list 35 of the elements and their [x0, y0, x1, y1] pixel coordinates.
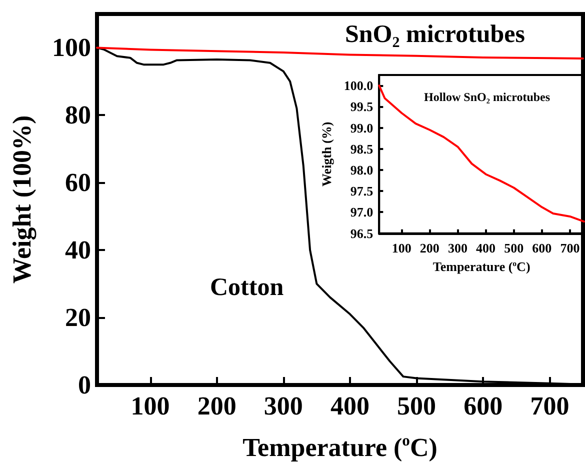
- y-tick-label: 98.0: [350, 162, 374, 178]
- x-tick-label: 100: [130, 392, 170, 420]
- x-tick-label: 200: [420, 240, 440, 256]
- y-tick-label: 99.5: [350, 99, 374, 114]
- y-tick-label: 96.5: [350, 226, 374, 241]
- x-tick-label: 100: [392, 240, 412, 256]
- y-tick-label: 60: [65, 168, 91, 198]
- x-tick-label: 700: [560, 240, 580, 256]
- y-tick-label: 20: [65, 303, 91, 332]
- x-tick-label: 600: [464, 392, 503, 420]
- series-label: Cotton: [210, 274, 284, 301]
- y-tick-label: 0: [78, 370, 91, 400]
- series-label: SnO₂ microtubes: [345, 21, 526, 48]
- x-tick-label: 600: [532, 240, 552, 256]
- x-tick-label: 200: [197, 392, 236, 420]
- y-tick-label: 99.0: [350, 120, 374, 136]
- y-tick-label: 100: [52, 33, 91, 62]
- x-tick-label: 400: [330, 392, 370, 420]
- line-series: [378, 84, 585, 223]
- y-tick-label: 100.0: [344, 78, 374, 94]
- x-tick-label: 400: [476, 240, 496, 256]
- x-tick-label: 300: [448, 240, 468, 256]
- line-series: [96, 46, 584, 60]
- y-axis-title: Weigth (%): [319, 122, 334, 186]
- y-axis-title: Weight (100%): [8, 115, 36, 284]
- x-tick-label: 500: [504, 240, 524, 256]
- y-tick-label: 97.0: [350, 204, 374, 220]
- x-tick-label: 700: [530, 392, 570, 420]
- x-tick-label: 300: [264, 392, 303, 420]
- y-tick-label: 80: [65, 100, 91, 130]
- y-tick-label: 97.5: [350, 184, 374, 199]
- x-tick-label: 500: [397, 392, 436, 420]
- series-label: Hollow SnO₂ microtubes: [424, 90, 550, 104]
- y-tick-label: 40: [65, 236, 91, 265]
- y-tick-label: 98.5: [350, 141, 374, 156]
